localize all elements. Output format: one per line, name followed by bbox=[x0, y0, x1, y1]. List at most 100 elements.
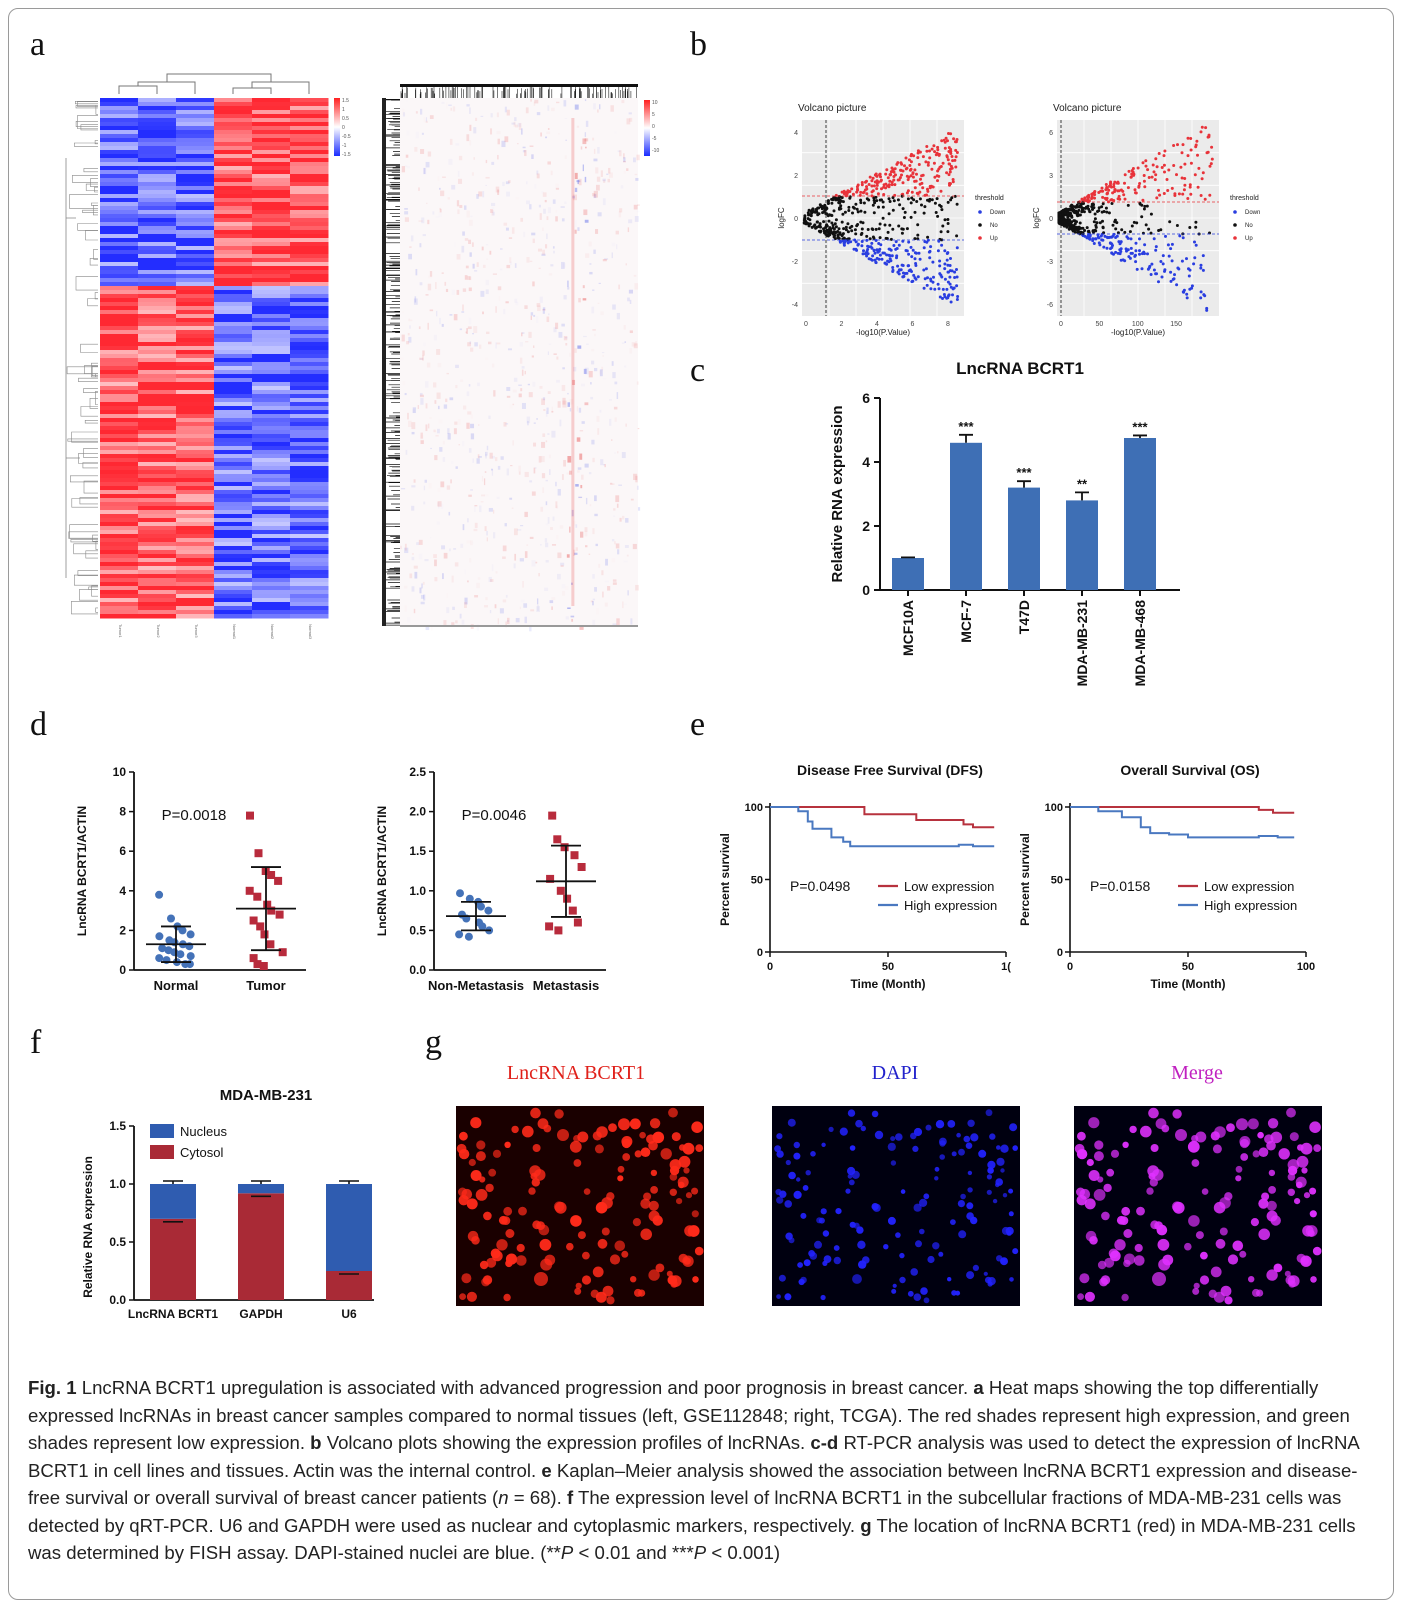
volcano-point bbox=[1173, 273, 1176, 277]
cell-nucleus bbox=[630, 1276, 637, 1283]
cell-nucleus bbox=[1236, 1118, 1248, 1131]
volcano-point bbox=[926, 276, 929, 280]
volcano-point bbox=[925, 240, 929, 244]
heatmap-cell bbox=[100, 606, 139, 611]
heatmap-cell bbox=[252, 478, 291, 483]
heatmap-cell bbox=[138, 234, 177, 239]
volcano-point bbox=[1107, 188, 1111, 192]
y-axis-label: Relative RNA expression bbox=[81, 1156, 95, 1298]
heatmap-cell bbox=[526, 257, 530, 263]
heatmap-cell bbox=[469, 558, 471, 562]
heatmap-cell bbox=[252, 514, 291, 519]
volcano-point bbox=[935, 197, 939, 201]
volcano-point bbox=[956, 295, 960, 298]
heatmap-cell bbox=[290, 562, 329, 567]
cell-nucleus bbox=[1220, 1285, 1232, 1297]
heatmap-cell bbox=[443, 552, 448, 559]
heatmap-cell bbox=[503, 308, 506, 315]
volcano-point bbox=[885, 253, 889, 257]
heatmap-cell bbox=[214, 426, 253, 431]
volcano-point bbox=[908, 164, 912, 167]
heatmap-cell bbox=[290, 126, 329, 131]
heatmap-cell bbox=[252, 222, 291, 227]
heatmap-cell bbox=[100, 142, 139, 147]
volcano-point bbox=[886, 259, 890, 263]
heatmap-cell bbox=[456, 289, 460, 295]
volcano-point bbox=[1172, 164, 1176, 167]
heatmap-cell bbox=[415, 268, 418, 276]
heatmap-cell bbox=[290, 426, 329, 431]
heatmap-cell bbox=[214, 246, 253, 251]
volcano-point bbox=[896, 264, 900, 268]
heatmap-cell bbox=[420, 149, 425, 154]
heatmap-cell bbox=[565, 155, 567, 159]
heatmap-cell bbox=[542, 309, 546, 311]
heatmap-cell bbox=[531, 232, 536, 236]
heatmap-cell bbox=[252, 466, 291, 471]
heatmap-cell bbox=[599, 370, 601, 374]
cell-nucleus bbox=[890, 1160, 897, 1166]
volcano-point bbox=[1157, 280, 1160, 284]
volcano-point bbox=[955, 151, 959, 154]
cell-nucleus bbox=[602, 1285, 614, 1297]
volcano-point bbox=[1073, 219, 1077, 223]
error-bar bbox=[1075, 491, 1089, 501]
volcano-point bbox=[906, 189, 910, 193]
cell-nucleus bbox=[1287, 1188, 1295, 1196]
heatmap-cell bbox=[542, 397, 546, 401]
heatmap-cell bbox=[496, 342, 501, 345]
volcano-point bbox=[955, 298, 959, 301]
volcano-point bbox=[953, 276, 957, 279]
heatmap-cell bbox=[138, 422, 177, 427]
heatmap-cell bbox=[138, 542, 177, 547]
heatmap-cell bbox=[560, 562, 565, 566]
heatmap-cell bbox=[176, 290, 215, 295]
heatmap-cell bbox=[407, 617, 411, 623]
heatmap-cell bbox=[176, 118, 215, 123]
heatmap-cell bbox=[591, 439, 595, 445]
heatmap-cell bbox=[439, 212, 442, 217]
heatmap-cell bbox=[214, 322, 253, 327]
volcano-point bbox=[811, 207, 815, 211]
heatmap-cell bbox=[589, 504, 592, 507]
heatmap-cell bbox=[402, 112, 406, 117]
heatmap-cell bbox=[411, 556, 415, 561]
heatmap-cell bbox=[252, 202, 291, 207]
heatmap-cell bbox=[520, 525, 524, 527]
volcano-point bbox=[900, 231, 904, 235]
heatmap-cell bbox=[611, 439, 613, 441]
x-tick-label: 50 bbox=[882, 961, 894, 973]
volcano-point bbox=[1154, 248, 1158, 252]
heatmap-cell bbox=[100, 358, 139, 363]
heatmap-cell bbox=[252, 210, 291, 215]
volcano-point bbox=[1182, 188, 1186, 192]
heatmap-cell bbox=[489, 452, 493, 459]
mean-sd-bar bbox=[446, 900, 506, 932]
heatmap-cell bbox=[611, 252, 614, 259]
cell-nucleus bbox=[516, 1255, 527, 1266]
volcano-point bbox=[901, 169, 905, 173]
heatmap-cell bbox=[525, 341, 529, 343]
y-tick-label: 2 bbox=[119, 923, 126, 937]
heatmap-cell bbox=[214, 238, 253, 243]
cell-nucleus bbox=[1009, 1277, 1014, 1282]
heatmap-cell bbox=[176, 422, 215, 427]
volcano-point bbox=[948, 170, 952, 174]
heatmap-cell bbox=[408, 318, 411, 320]
heatmap-cell bbox=[480, 290, 485, 297]
x-axis-label: -log10(P.Value) bbox=[1111, 328, 1165, 337]
heatmap-cell bbox=[443, 441, 445, 445]
cell-nucleus bbox=[1295, 1176, 1307, 1188]
volcano-point bbox=[907, 269, 911, 273]
heatmap-cell bbox=[138, 554, 177, 559]
chart-title: MDA-MB-231 bbox=[220, 1087, 313, 1104]
volcano-point bbox=[928, 184, 932, 188]
volcano-point bbox=[1082, 210, 1086, 214]
heatmap-cell bbox=[252, 158, 291, 163]
heatmap-cell bbox=[252, 318, 291, 323]
heatmap-cell bbox=[401, 334, 405, 342]
cell-nucleus bbox=[1252, 1150, 1260, 1158]
volcano-point bbox=[844, 225, 848, 229]
cell-nucleus bbox=[1261, 1192, 1270, 1201]
